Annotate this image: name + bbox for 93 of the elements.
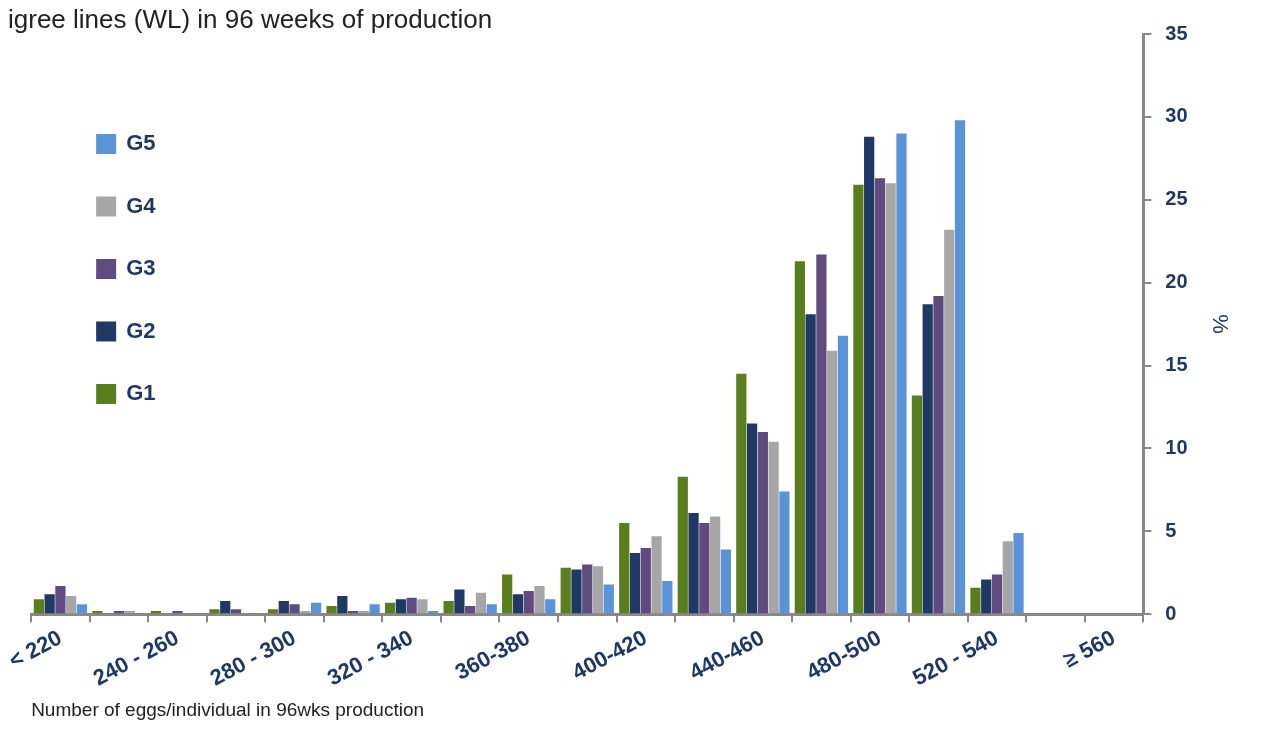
chart-title: igree lines (WL) in 96 weeks of production xyxy=(8,4,493,35)
bar xyxy=(779,491,790,614)
y-axis-title: % xyxy=(1207,314,1233,334)
bar xyxy=(92,610,103,614)
bar xyxy=(827,350,838,614)
bar xyxy=(954,120,966,614)
x-tick-label: 520 - 540 xyxy=(908,624,1003,691)
legend-label: G1 xyxy=(126,380,156,406)
bar xyxy=(662,581,673,614)
bar xyxy=(944,229,955,614)
bar xyxy=(933,295,944,614)
bar xyxy=(406,597,417,614)
bar xyxy=(560,567,571,614)
y-tick-label: 35 xyxy=(1165,21,1188,44)
bar xyxy=(911,395,923,614)
bar xyxy=(545,599,556,614)
legend-label: G5 xyxy=(126,130,156,156)
bar xyxy=(709,516,721,614)
bar xyxy=(44,594,55,614)
bar xyxy=(853,184,864,614)
bar xyxy=(970,587,981,614)
bar xyxy=(981,579,992,614)
y-tick-label: 20 xyxy=(1165,270,1188,293)
bar xyxy=(794,261,805,614)
legend-label: G3 xyxy=(126,255,156,281)
bar xyxy=(651,536,662,614)
bar xyxy=(278,600,289,614)
bar xyxy=(230,609,242,614)
bar xyxy=(757,431,768,614)
bar xyxy=(76,604,88,614)
bar xyxy=(592,566,604,614)
bar xyxy=(326,605,337,614)
legend-label: G4 xyxy=(126,192,157,218)
bar xyxy=(619,523,630,614)
bar xyxy=(864,136,875,614)
x-tick-label: 240 - 260 xyxy=(88,624,183,691)
bar xyxy=(534,586,545,614)
bar xyxy=(582,564,593,614)
bar xyxy=(874,178,886,614)
bar xyxy=(417,599,428,614)
x-tick-label: 280 - 300 xyxy=(205,624,300,691)
bar xyxy=(384,602,396,614)
bar xyxy=(640,547,651,614)
bar xyxy=(768,441,779,614)
bar xyxy=(465,605,476,614)
y-tick-label: 5 xyxy=(1165,518,1177,541)
y-tick-label: 30 xyxy=(1165,104,1188,127)
bar xyxy=(486,604,497,614)
x-tick-label: 320 - 340 xyxy=(323,624,417,691)
bar xyxy=(502,574,513,614)
bar xyxy=(1013,533,1024,614)
bar xyxy=(720,549,731,614)
bar xyxy=(816,254,827,614)
bar xyxy=(395,599,406,614)
bar xyxy=(443,600,454,614)
bar xyxy=(66,596,77,614)
bar xyxy=(209,609,220,614)
bar xyxy=(746,423,758,614)
bar xyxy=(512,594,524,614)
bar xyxy=(603,584,614,614)
bar xyxy=(220,600,231,614)
x-tick-label: < 220 xyxy=(4,624,66,673)
bar xyxy=(172,610,183,614)
bar xyxy=(922,304,933,614)
legend-label: G2 xyxy=(126,317,156,343)
bar xyxy=(454,589,465,614)
y-tick-label: 25 xyxy=(1165,187,1188,210)
bar xyxy=(267,609,279,614)
bar xyxy=(55,586,66,614)
y-tick-label: 0 xyxy=(1165,601,1177,624)
bar xyxy=(523,591,534,614)
x-tick-label: ≥ 560 xyxy=(1059,624,1120,673)
bar xyxy=(1002,541,1013,614)
bar xyxy=(369,604,380,614)
bar xyxy=(677,476,688,614)
bar xyxy=(33,599,44,614)
x-axis-title: Number of eggs/individual in 96wks production xyxy=(31,698,425,720)
bar xyxy=(699,523,710,614)
bar xyxy=(688,513,699,614)
bar xyxy=(337,596,348,614)
bar xyxy=(475,592,487,614)
bar xyxy=(571,569,582,614)
bar xyxy=(289,604,300,614)
y-tick-label: 10 xyxy=(1165,435,1188,458)
bar xyxy=(310,602,322,614)
bar xyxy=(837,335,849,614)
bar xyxy=(885,183,896,614)
y-tick-label: 15 xyxy=(1165,353,1188,376)
bar xyxy=(805,314,816,614)
bar xyxy=(896,133,907,614)
bar xyxy=(736,373,747,614)
bar xyxy=(629,552,641,614)
bar xyxy=(991,574,1003,614)
